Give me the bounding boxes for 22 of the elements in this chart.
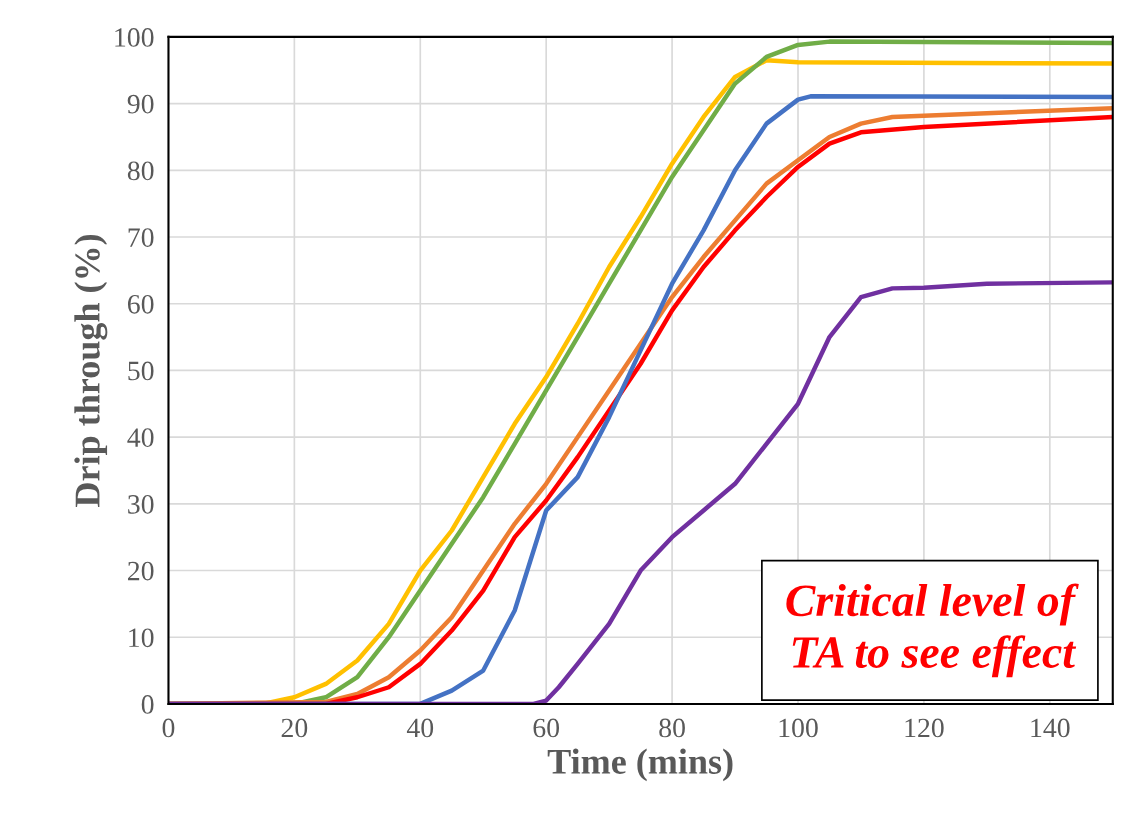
x-tick-label: 120 [905,718,944,738]
y-tick-label: 100 [115,28,154,47]
x-tick-label: 40 [406,718,434,738]
x-tick-label: 80 [659,718,685,738]
y-axis-title: Drip through (%) [74,234,108,507]
y-tick-label: 70 [128,228,154,247]
x-tick-label: 60 [533,718,560,738]
x-tick-label: 100 [779,718,818,738]
y-tick-label: 50 [128,361,154,381]
x-tick-label: 20 [281,718,308,738]
y-tick-label: 40 [127,428,154,448]
annotation: Critical level of TA to see effect [786,583,1079,678]
y-tick-label: 60 [127,294,154,314]
x-axis-title: Time (mins) [547,748,733,782]
y-tick-label: 30 [128,494,154,514]
y-tick-label: 80 [127,161,154,181]
y-tick-label: 0 [141,695,154,714]
y-tick-label: 90 [127,94,154,114]
x-tick-label: 140 [1031,718,1070,738]
x-tick-label: 0 [162,718,175,738]
y-tick-label: 10 [129,628,154,648]
y-tick-label: 20 [128,561,154,581]
